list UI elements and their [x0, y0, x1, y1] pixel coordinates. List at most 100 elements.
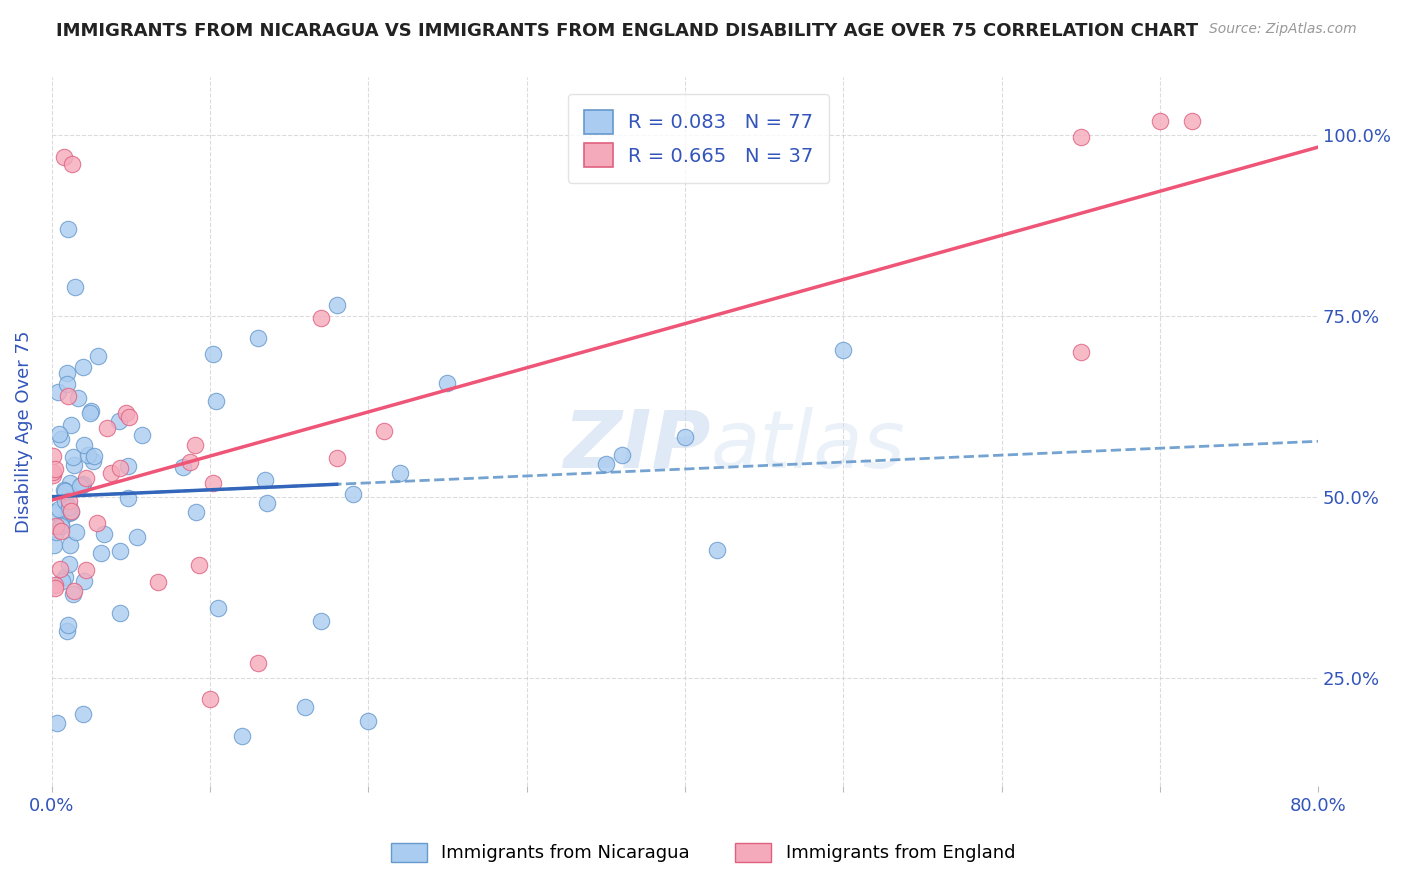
Point: [55, 570, 77, 584]
Point: [44, 581, 66, 595]
Point: [72, 359, 94, 374]
Point: [294, 699, 316, 714]
Point: [49, 519, 72, 533]
Point: [146, 574, 169, 589]
Point: [309, 614, 332, 628]
Text: atlas: atlas: [710, 407, 905, 485]
Point: [309, 310, 332, 325]
Point: [72, 478, 94, 492]
Point: [42, 538, 65, 552]
Point: [56, 624, 79, 639]
Point: [58, 506, 80, 520]
Point: [207, 601, 229, 615]
Point: [51, 516, 73, 531]
Point: [357, 714, 380, 728]
Point: [65, 280, 87, 294]
Point: [75, 563, 97, 577]
Point: [56, 366, 79, 380]
Point: [184, 505, 207, 519]
Point: [62, 450, 84, 465]
Point: [115, 406, 138, 420]
Point: [49, 524, 72, 538]
Point: [42, 450, 65, 464]
Point: [46, 385, 69, 400]
Point: [58, 494, 80, 508]
Point: [1149, 113, 1171, 128]
Text: Source: ZipAtlas.com: Source: ZipAtlas.com: [1209, 22, 1357, 37]
Point: [325, 450, 347, 465]
Point: [1180, 113, 1202, 128]
Point: [204, 393, 226, 408]
Point: [673, 430, 696, 444]
Point: [62, 586, 84, 600]
Point: [86, 516, 108, 531]
Point: [183, 438, 205, 452]
Point: [56, 617, 79, 632]
Point: [42, 466, 65, 480]
Point: [172, 460, 194, 475]
Point: [44, 462, 66, 476]
Point: [110, 544, 132, 558]
Point: [595, 457, 617, 471]
Point: [93, 526, 115, 541]
Point: [388, 466, 411, 480]
Point: [373, 424, 395, 438]
Point: [56, 376, 79, 391]
Point: [96, 420, 118, 434]
Point: [87, 349, 110, 363]
Point: [42, 505, 65, 519]
Text: IMMIGRANTS FROM NICARAGUA VS IMMIGRANTS FROM ENGLAND DISABILITY AGE OVER 75 CORR: IMMIGRANTS FROM NICARAGUA VS IMMIGRANTS …: [56, 22, 1198, 40]
Point: [117, 458, 139, 473]
Point: [82, 453, 104, 467]
Point: [59, 475, 82, 490]
Point: [253, 473, 276, 487]
Point: [59, 538, 82, 552]
Point: [48, 427, 70, 442]
Point: [53, 150, 76, 164]
Point: [436, 376, 458, 390]
Point: [117, 491, 139, 505]
Point: [59, 505, 82, 519]
Point: [610, 448, 633, 462]
Point: [45, 524, 67, 539]
Point: [131, 428, 153, 442]
Point: [201, 476, 224, 491]
Text: ZIP: ZIP: [562, 407, 710, 485]
Point: [202, 347, 225, 361]
Legend: R = 0.083   N = 77, R = 0.665   N = 37: R = 0.083 N = 77, R = 0.665 N = 37: [568, 95, 830, 183]
Point: [42, 468, 65, 483]
Point: [72, 476, 94, 491]
Point: [100, 467, 122, 481]
Point: [66, 392, 89, 406]
Point: [80, 403, 103, 417]
Point: [53, 487, 76, 501]
Point: [108, 606, 131, 620]
Point: [246, 657, 269, 671]
Point: [58, 500, 80, 515]
Point: [63, 583, 86, 598]
Point: [1070, 345, 1092, 359]
Point: [325, 298, 347, 312]
Point: [51, 574, 73, 588]
Point: [90, 546, 112, 560]
Point: [69, 479, 91, 493]
Point: [73, 438, 96, 452]
Point: [53, 483, 76, 498]
Point: [188, 558, 211, 573]
Point: [83, 450, 105, 464]
Point: [58, 557, 80, 571]
Point: [1070, 130, 1092, 145]
Y-axis label: Disability Age Over 75: Disability Age Over 75: [15, 331, 32, 533]
Point: [44, 578, 66, 592]
Point: [832, 343, 855, 358]
Point: [48, 502, 70, 516]
Point: [56, 389, 79, 403]
Point: [246, 331, 269, 345]
Point: [342, 487, 364, 501]
Point: [77, 449, 100, 463]
Point: [63, 458, 86, 472]
Point: [53, 483, 76, 498]
Point: [46, 716, 69, 731]
Point: [231, 729, 253, 743]
Point: [65, 524, 87, 539]
